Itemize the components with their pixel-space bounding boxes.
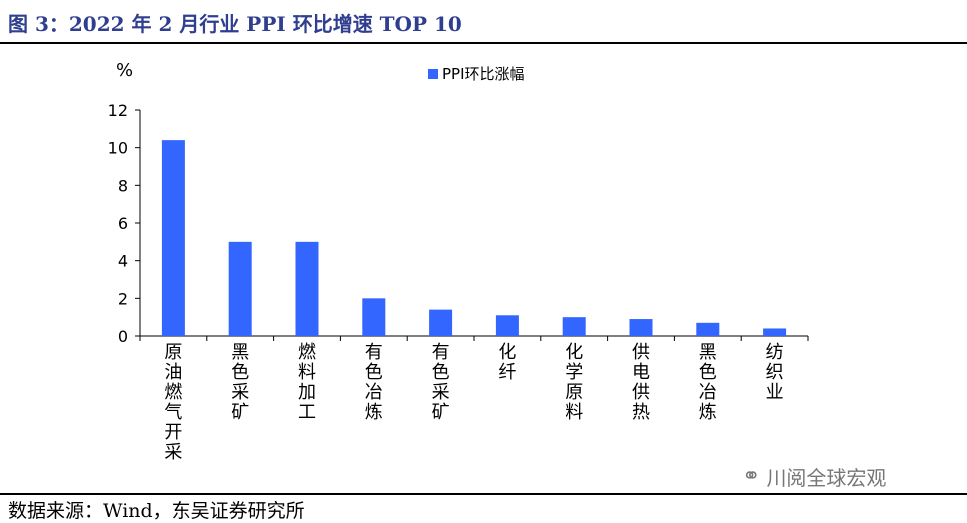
bar xyxy=(295,241,319,336)
legend: PPI环比涨幅 xyxy=(428,65,525,83)
bar xyxy=(562,317,586,336)
y-tick-label: 6 xyxy=(118,214,128,233)
x-tick-label: 有色冶炼 xyxy=(365,342,383,423)
x-tick-label: 有色采矿 xyxy=(432,342,450,423)
y-tick-label: 10 xyxy=(108,139,128,158)
x-axis xyxy=(139,335,809,341)
y-tick-label: 8 xyxy=(118,176,128,195)
bar xyxy=(696,322,720,336)
source-note: 数据来源：Wind，东吴证券研究所 xyxy=(8,500,305,522)
y-tick-label: 0 xyxy=(118,327,128,346)
x-tick-label: 燃料加工 xyxy=(298,342,316,423)
watermark-text: 川阅全球宏观 xyxy=(766,466,887,490)
bar xyxy=(429,309,453,336)
x-axis-labels: 原油燃气开采 黑色采矿 燃料加工 有色冶炼 有色采矿 化纤 化学原料 供电供热 黑色冶炼 纺织业 xyxy=(164,342,783,463)
bottom-rule xyxy=(0,493,967,495)
y-tick-label: 2 xyxy=(118,289,128,308)
bar xyxy=(362,298,386,336)
bar xyxy=(763,328,787,336)
bar xyxy=(495,315,519,336)
y-tick-label: 4 xyxy=(118,252,128,271)
x-tick-label: 黑色采矿 xyxy=(231,342,249,423)
bar-chart: % PPI环比涨幅 0 2 4 6 8 10 12 原油燃气开采 黑色采矿 燃料加工 有色冶炼 有色… xyxy=(108,60,809,463)
y-axis-unit-label: % xyxy=(116,60,133,81)
x-tick-label: 原油燃气开采 xyxy=(164,342,182,463)
wechat-icon: ⚭ xyxy=(742,464,761,489)
y-axis: 0 2 4 6 8 10 12 xyxy=(108,101,141,346)
legend-label: PPI环比涨幅 xyxy=(442,65,525,83)
bar xyxy=(161,140,185,336)
bar xyxy=(629,319,653,336)
bars xyxy=(161,140,787,336)
x-tick-label: 纺织业 xyxy=(766,342,784,403)
x-tick-label: 供电供热 xyxy=(632,342,650,423)
top-rule xyxy=(0,42,967,44)
x-tick-label: 黑色冶炼 xyxy=(699,342,717,423)
legend-swatch xyxy=(428,69,438,79)
x-tick-label: 化纤 xyxy=(498,342,516,383)
x-tick-label: 化学原料 xyxy=(565,342,583,423)
figure-title: 图 3：2022 年 2 月行业 PPI 环比增速 TOP 10 xyxy=(8,12,462,36)
watermark: ⚭ 川阅全球宏观 xyxy=(742,462,886,491)
y-tick-label: 12 xyxy=(108,101,128,120)
bar xyxy=(228,241,252,336)
